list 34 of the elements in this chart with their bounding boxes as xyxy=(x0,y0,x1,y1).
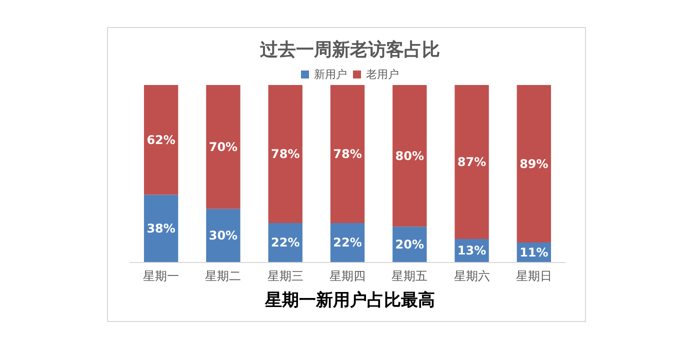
text: 星期一新用户占比最高 xyxy=(264,290,435,310)
x-tick-label: 星期五 xyxy=(392,269,428,283)
data-label: 80% xyxy=(395,148,424,163)
data-label: 89% xyxy=(520,156,548,171)
data-label: 20% xyxy=(395,237,424,252)
x-tick-label: 星期一 xyxy=(143,269,180,283)
x-tick-label: 星期四 xyxy=(330,269,366,283)
bar xyxy=(144,85,178,195)
bar xyxy=(206,208,240,262)
x-tick-label: 星期六 xyxy=(454,269,490,283)
x-tick-label: 星期日 xyxy=(516,269,552,283)
x-tick-label: 星期二 xyxy=(205,269,242,283)
bar xyxy=(206,85,240,209)
bar xyxy=(516,85,552,243)
bar xyxy=(330,85,365,224)
data-label: 87% xyxy=(457,154,486,169)
data-label: 78% xyxy=(333,147,362,162)
bar xyxy=(268,85,302,224)
data-label: 30% xyxy=(208,228,238,242)
data-label: 11% xyxy=(520,245,548,260)
bar xyxy=(454,85,489,239)
bar xyxy=(144,194,178,262)
data-label: 22% xyxy=(333,236,362,250)
data-label: 62% xyxy=(146,132,176,147)
legend-label: 老用户 xyxy=(366,68,399,81)
data-label: 38% xyxy=(146,221,176,236)
data-label: 22% xyxy=(270,236,300,250)
data-label: 70% xyxy=(208,140,238,154)
x-tick-label: 星期三 xyxy=(267,269,304,283)
bar xyxy=(392,85,427,227)
data-label: 13% xyxy=(457,243,486,258)
chart-title: 过去一周新老访客占比 xyxy=(259,40,440,60)
data-label: 78% xyxy=(270,147,300,162)
legend-label: 新用户 xyxy=(314,68,347,81)
